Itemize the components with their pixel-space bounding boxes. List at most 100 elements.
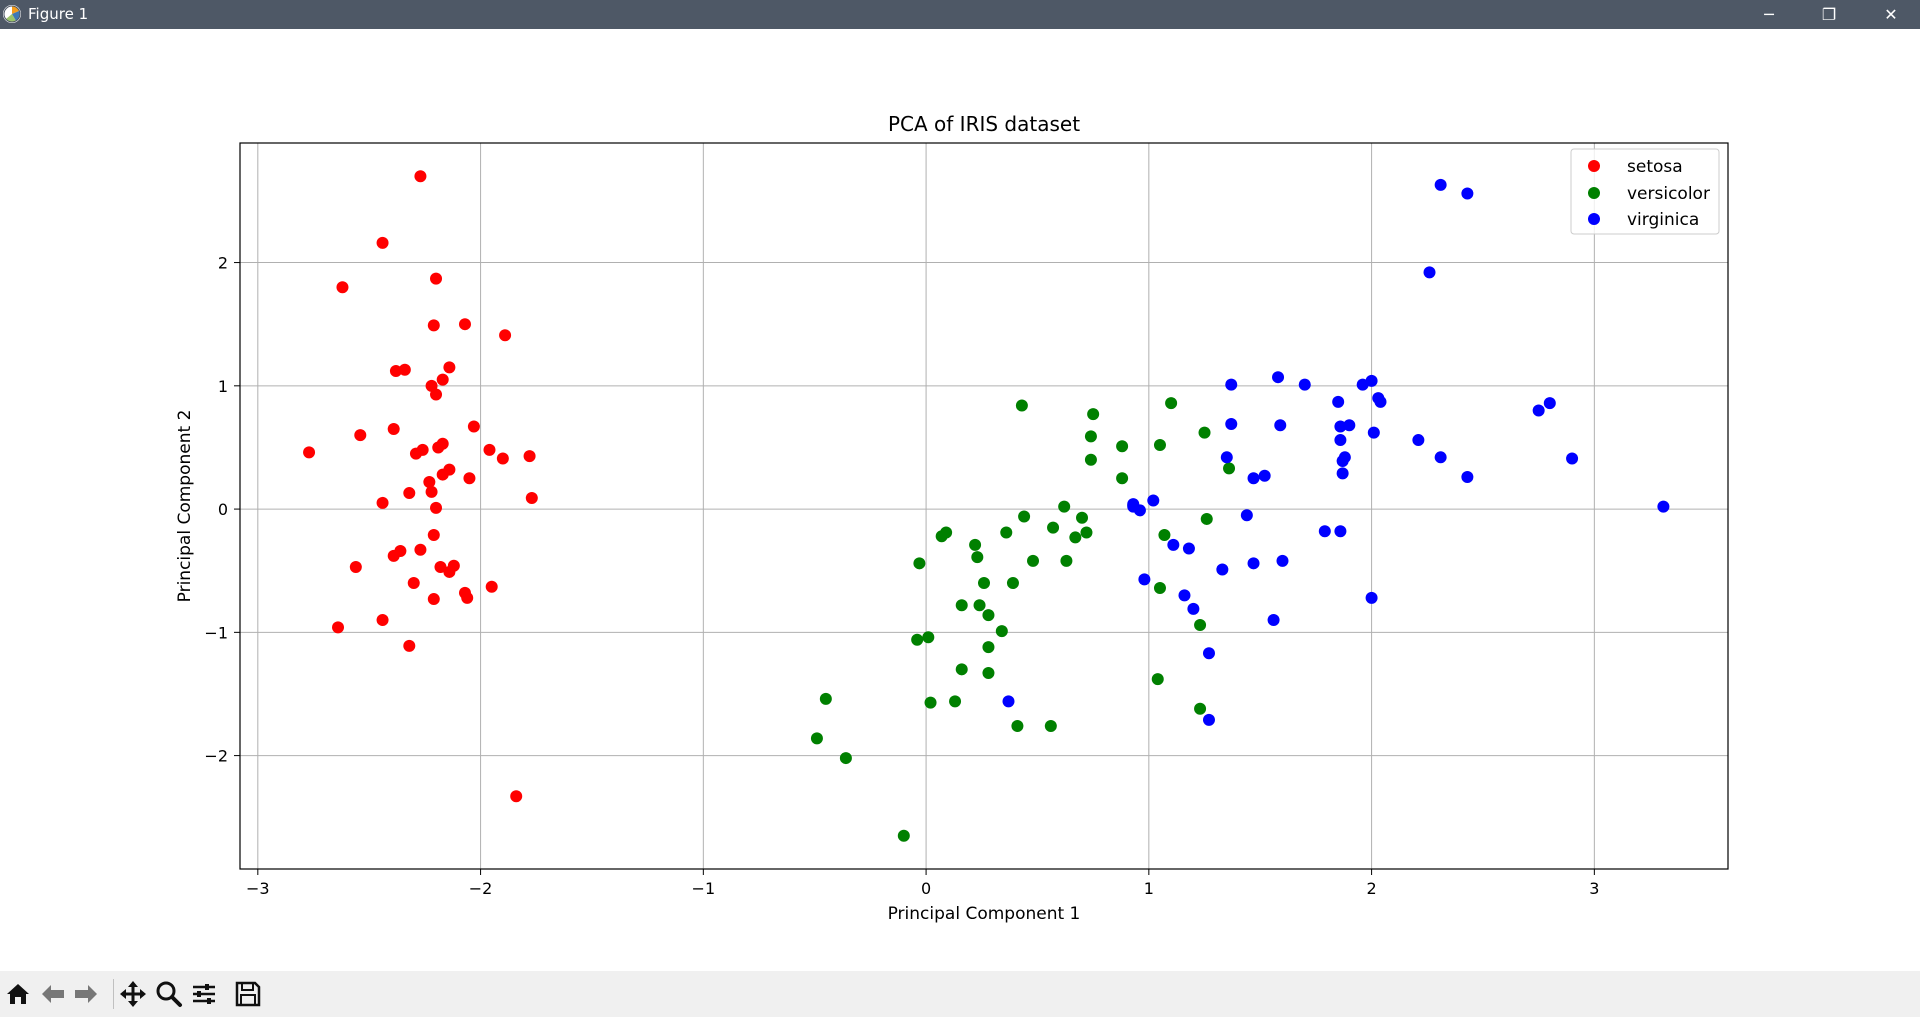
home-icon[interactable] [3,979,33,1009]
grid-layer [240,143,1728,869]
data-point-versicolor [1116,472,1129,485]
data-point-setosa [525,491,538,504]
data-point-versicolor [1165,397,1178,410]
data-point-virginica [1202,647,1215,660]
data-point-virginica [1566,452,1579,465]
x-tick-label: −1 [692,879,716,898]
data-point-versicolor [1058,500,1071,513]
data-point-setosa [425,485,438,498]
y-tick-label: −1 [204,623,228,642]
forward-arrow-icon[interactable] [71,979,101,1009]
data-point-versicolor [1087,408,1100,421]
data-point-versicolor [982,641,995,654]
ticks-layer: −3 −2 −1 0 1 2 3 −2 −1 0 1 2 [204,254,1599,898]
data-point-virginica [1267,614,1280,627]
data-point-virginica [1127,500,1140,513]
data-point-versicolor [839,752,852,765]
data-point-setosa [389,365,402,378]
data-point-setosa [430,272,443,285]
data-point-setosa [458,318,471,331]
data-point-virginica [1461,471,1474,484]
data-point-versicolor [1000,526,1013,539]
legend: setosa versicolor virginica [1570,148,1720,235]
data-point-setosa [376,236,389,249]
x-tick-label: 3 [1589,879,1599,898]
data-point-versicolor [1200,512,1213,525]
data-point-virginica [1334,525,1347,538]
data-point-virginica [1374,395,1387,408]
data-point-versicolor [1044,720,1057,733]
y-tick-label: 1 [218,377,228,396]
data-point-setosa [523,450,536,463]
data-point-setosa [443,361,456,374]
save-icon[interactable] [233,979,263,1009]
maximize-button[interactable]: ❐ [1821,5,1837,24]
data-point-versicolor [995,625,1008,638]
data-point-versicolor [924,696,937,709]
data-point-setosa [398,363,411,376]
data-point-versicolor [1060,554,1073,567]
minimize-button[interactable]: ─ [1764,5,1774,24]
legend-marker-versicolor [1588,187,1600,199]
data-point-versicolor [1116,440,1129,453]
data-point-virginica [1334,420,1347,433]
figure-canvas: −3 −2 −1 0 1 2 3 −2 −1 0 1 2 PCA of IRIS dataset Pr… [0,29,1920,971]
data-point-virginica [1258,469,1271,482]
pan-icon[interactable] [118,979,148,1009]
data-point-versicolor [955,663,968,676]
data-point-virginica [1423,266,1436,279]
legend-marker-setosa [1588,160,1600,172]
close-button[interactable]: ✕ [1884,5,1898,24]
data-point-versicolor [911,633,924,646]
x-tick-label: −2 [469,879,493,898]
data-point-virginica [1247,472,1260,485]
x-tick-label: −3 [246,879,270,898]
data-point-virginica [1365,374,1378,387]
y-tick-label: −2 [204,747,228,766]
data-point-setosa [434,561,447,574]
data-point-versicolor [1084,453,1097,466]
data-point-virginica [1202,713,1215,726]
data-point-virginica [1412,434,1425,447]
data-point-virginica [1247,557,1260,570]
configure-subplots-icon[interactable] [189,979,219,1009]
data-point-virginica [1220,451,1233,464]
data-point-virginica [1332,395,1345,408]
data-point-setosa [387,422,400,435]
data-point-setosa [463,472,476,485]
data-point-setosa [387,549,400,562]
matplotlib-logo-icon [3,5,21,23]
x-tick-label: 1 [1144,879,1154,898]
data-point-virginica [1272,371,1285,384]
data-point-versicolor [922,631,935,644]
data-point-setosa [403,639,416,652]
toolbar-separator [113,979,114,1009]
back-arrow-icon[interactable] [38,979,68,1009]
data-point-setosa [496,452,509,465]
data-point-virginica [1367,426,1380,439]
data-point-versicolor [1223,462,1236,475]
data-point-setosa [510,790,523,803]
chart-title: PCA of IRIS dataset [888,112,1080,136]
data-point-versicolor [1015,399,1028,412]
data-point-versicolor [1011,720,1024,733]
data-point-versicolor [978,577,990,590]
data-point-setosa [414,543,427,556]
data-point-virginica [1461,187,1474,200]
data-point-versicolor [940,526,953,539]
x-tick-label: 2 [1366,879,1376,898]
data-point-virginica [1240,509,1253,522]
window-titlebar: Figure 1 ─ ❐ ✕ [0,0,1920,29]
data-point-setosa [427,593,440,606]
zoom-icon[interactable] [154,979,184,1009]
data-point-virginica [1138,573,1151,586]
data-point-virginica [1657,500,1670,513]
data-point-virginica [1336,455,1349,468]
data-point-setosa [403,487,416,500]
x-axis-label: Principal Component 1 [888,904,1081,924]
data-point-setosa [423,475,436,488]
data-point-setosa [376,496,389,509]
data-point-virginica [1298,378,1311,391]
data-point-setosa [336,281,349,294]
data-point-versicolor [955,599,968,612]
